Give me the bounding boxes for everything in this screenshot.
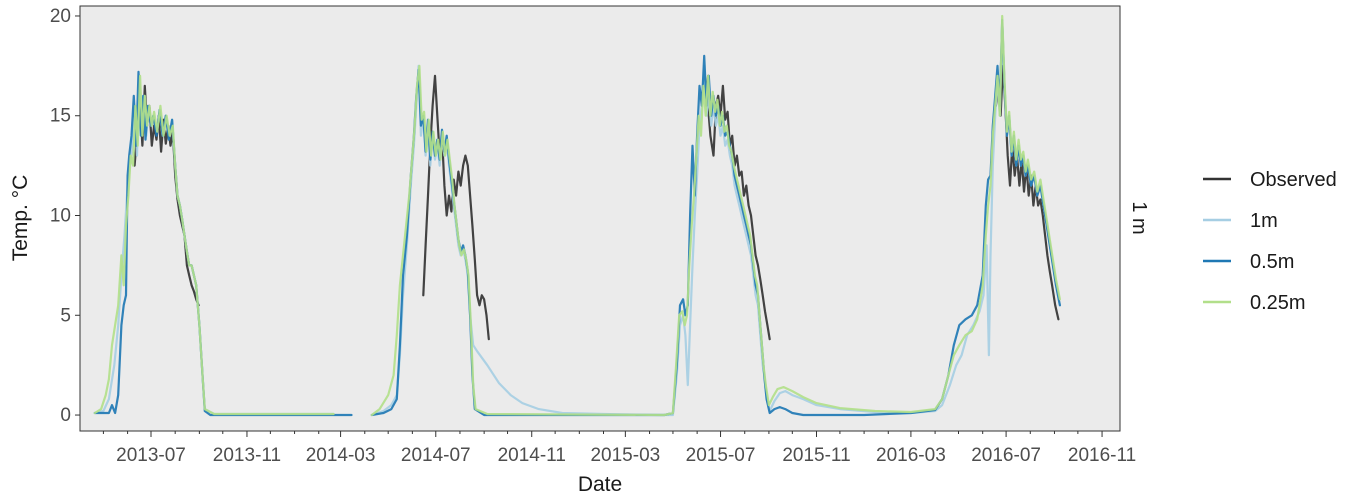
y-tick-label: 15 — [50, 106, 71, 127]
x-axis: 2013-07 2013-11 2014-03 2014-07 2014-11 2015-… — [102, 431, 1136, 466]
x-tick-label: 2013-07 — [116, 445, 186, 466]
x-tick-label: 2013-11 — [213, 445, 281, 466]
legend-label-0: Observed — [1250, 169, 1337, 191]
x-tick-label: 2016-11 — [1068, 445, 1136, 466]
legend-label-3: 0.25m — [1250, 292, 1306, 314]
x-tick-label: 2015-07 — [686, 445, 756, 466]
series-layer — [93, 14, 1061, 417]
x-tick-label: 2014-11 — [498, 445, 566, 466]
x-tick-label: 2015-11 — [782, 445, 850, 466]
series-line-3-segment-1 — [370, 14, 1061, 417]
x-tick-label: 2016-03 — [876, 445, 946, 466]
x-tick-label: 2016-07 — [971, 445, 1041, 466]
y-tick-label: 5 — [60, 305, 71, 326]
panel-border — [79, 5, 1121, 432]
y-tick-label: 0 — [60, 405, 71, 426]
y-tick-label: 20 — [50, 6, 71, 27]
y-tick-label: 10 — [50, 206, 71, 227]
x-tick-label: 2014-03 — [306, 445, 376, 466]
y-axis-title: Temp. °C — [9, 175, 32, 262]
legend: Observed 1m 0.5m 0.25m — [1203, 169, 1337, 314]
x-tick-label: 2015-03 — [590, 445, 660, 466]
panel-background — [80, 6, 1120, 431]
legend-label-1: 1m — [1250, 210, 1278, 232]
x-tick-label: 2014-07 — [401, 445, 471, 466]
series-line-3-segment-0 — [93, 74, 335, 416]
legend-label-2: 0.5m — [1250, 251, 1294, 273]
series-line-0-segment-1 — [422, 74, 490, 341]
facet-strip-label: 1 m — [1128, 201, 1150, 234]
x-axis-title: Date — [578, 473, 622, 496]
y-axis: 0 5 10 15 20 — [50, 6, 80, 426]
